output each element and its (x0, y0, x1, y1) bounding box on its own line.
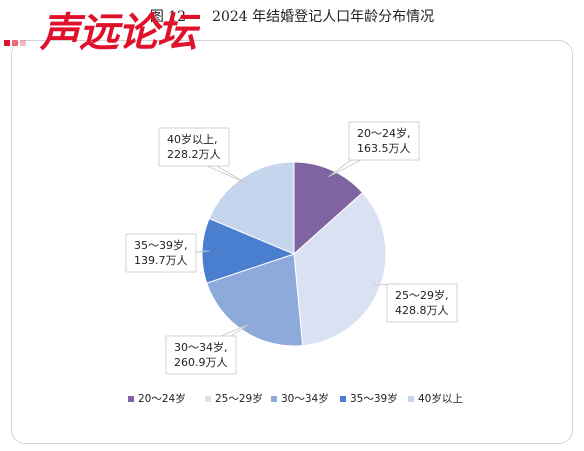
pie-slice-3 (206, 253, 304, 347)
slice-label-3: 30～34岁, 260.9万人 (165, 324, 249, 375)
label-category: 20～24岁, (357, 126, 411, 140)
legend-swatch (205, 396, 211, 402)
label-value: 228.2万人 (167, 148, 221, 161)
forum-watermark-logo: 声远论坛 (4, 10, 200, 56)
label-box (348, 121, 420, 161)
legend-swatch (340, 396, 346, 402)
label-category: 30～34岁, (174, 340, 228, 354)
figure-caption: 2024 年结婚登记人口年龄分布情况 (212, 9, 435, 25)
legend-label: 30～34岁 (281, 392, 329, 405)
label-box (125, 233, 197, 273)
label-box (165, 335, 237, 375)
label-value: 163.5万人 (357, 142, 411, 155)
legend-item-1: 20～24岁 (128, 392, 186, 405)
legend-label: 35～39岁 (350, 392, 398, 405)
label-box (386, 283, 458, 323)
label-value: 260.9万人 (174, 356, 228, 369)
legend-label: 25～29岁 (215, 392, 263, 405)
label-value: 139.7万人 (134, 254, 188, 267)
legend-item-4: 35～39岁 (340, 392, 398, 405)
legend-swatch (128, 396, 134, 402)
pie-slice-2 (293, 191, 387, 347)
slice-label-5: 40岁以上, 228.2万人 (158, 127, 248, 184)
label-category: 40岁以上, (167, 132, 218, 146)
slice-label-2: 25～29岁, 428.8万人 (372, 283, 458, 323)
legend-label: 40岁以上 (418, 392, 463, 405)
svg-text:声远论坛: 声远论坛 (39, 10, 200, 56)
label-category: 35～39岁, (134, 238, 188, 252)
legend-swatch (408, 396, 414, 402)
pie-slice-4 (201, 217, 296, 284)
legend-item-5: 40岁以上 (408, 392, 463, 405)
label-pointer (206, 165, 248, 184)
figure-number: 图 12 (149, 9, 187, 25)
legend-item-2: 25～29岁 (205, 392, 263, 405)
figure-title: 图 12 2024 年结婚登记人口年龄分布情况 (0, 6, 584, 26)
legend-item-3: 30～34岁 (271, 392, 329, 405)
slice-label-1: 20～24岁, 163.5万人 (328, 121, 420, 178)
pie-slice-1 (293, 161, 364, 256)
label-category: 25～29岁, (395, 288, 449, 302)
legend-label: 20～24岁 (138, 392, 186, 405)
label-box (158, 127, 230, 167)
label-value: 428.8万人 (395, 304, 449, 317)
slice-label-4: 35～39岁, 139.7万人 (125, 233, 210, 273)
label-pointer (328, 159, 362, 178)
legend-swatch (271, 396, 277, 402)
pie-slice-5 (208, 161, 295, 255)
